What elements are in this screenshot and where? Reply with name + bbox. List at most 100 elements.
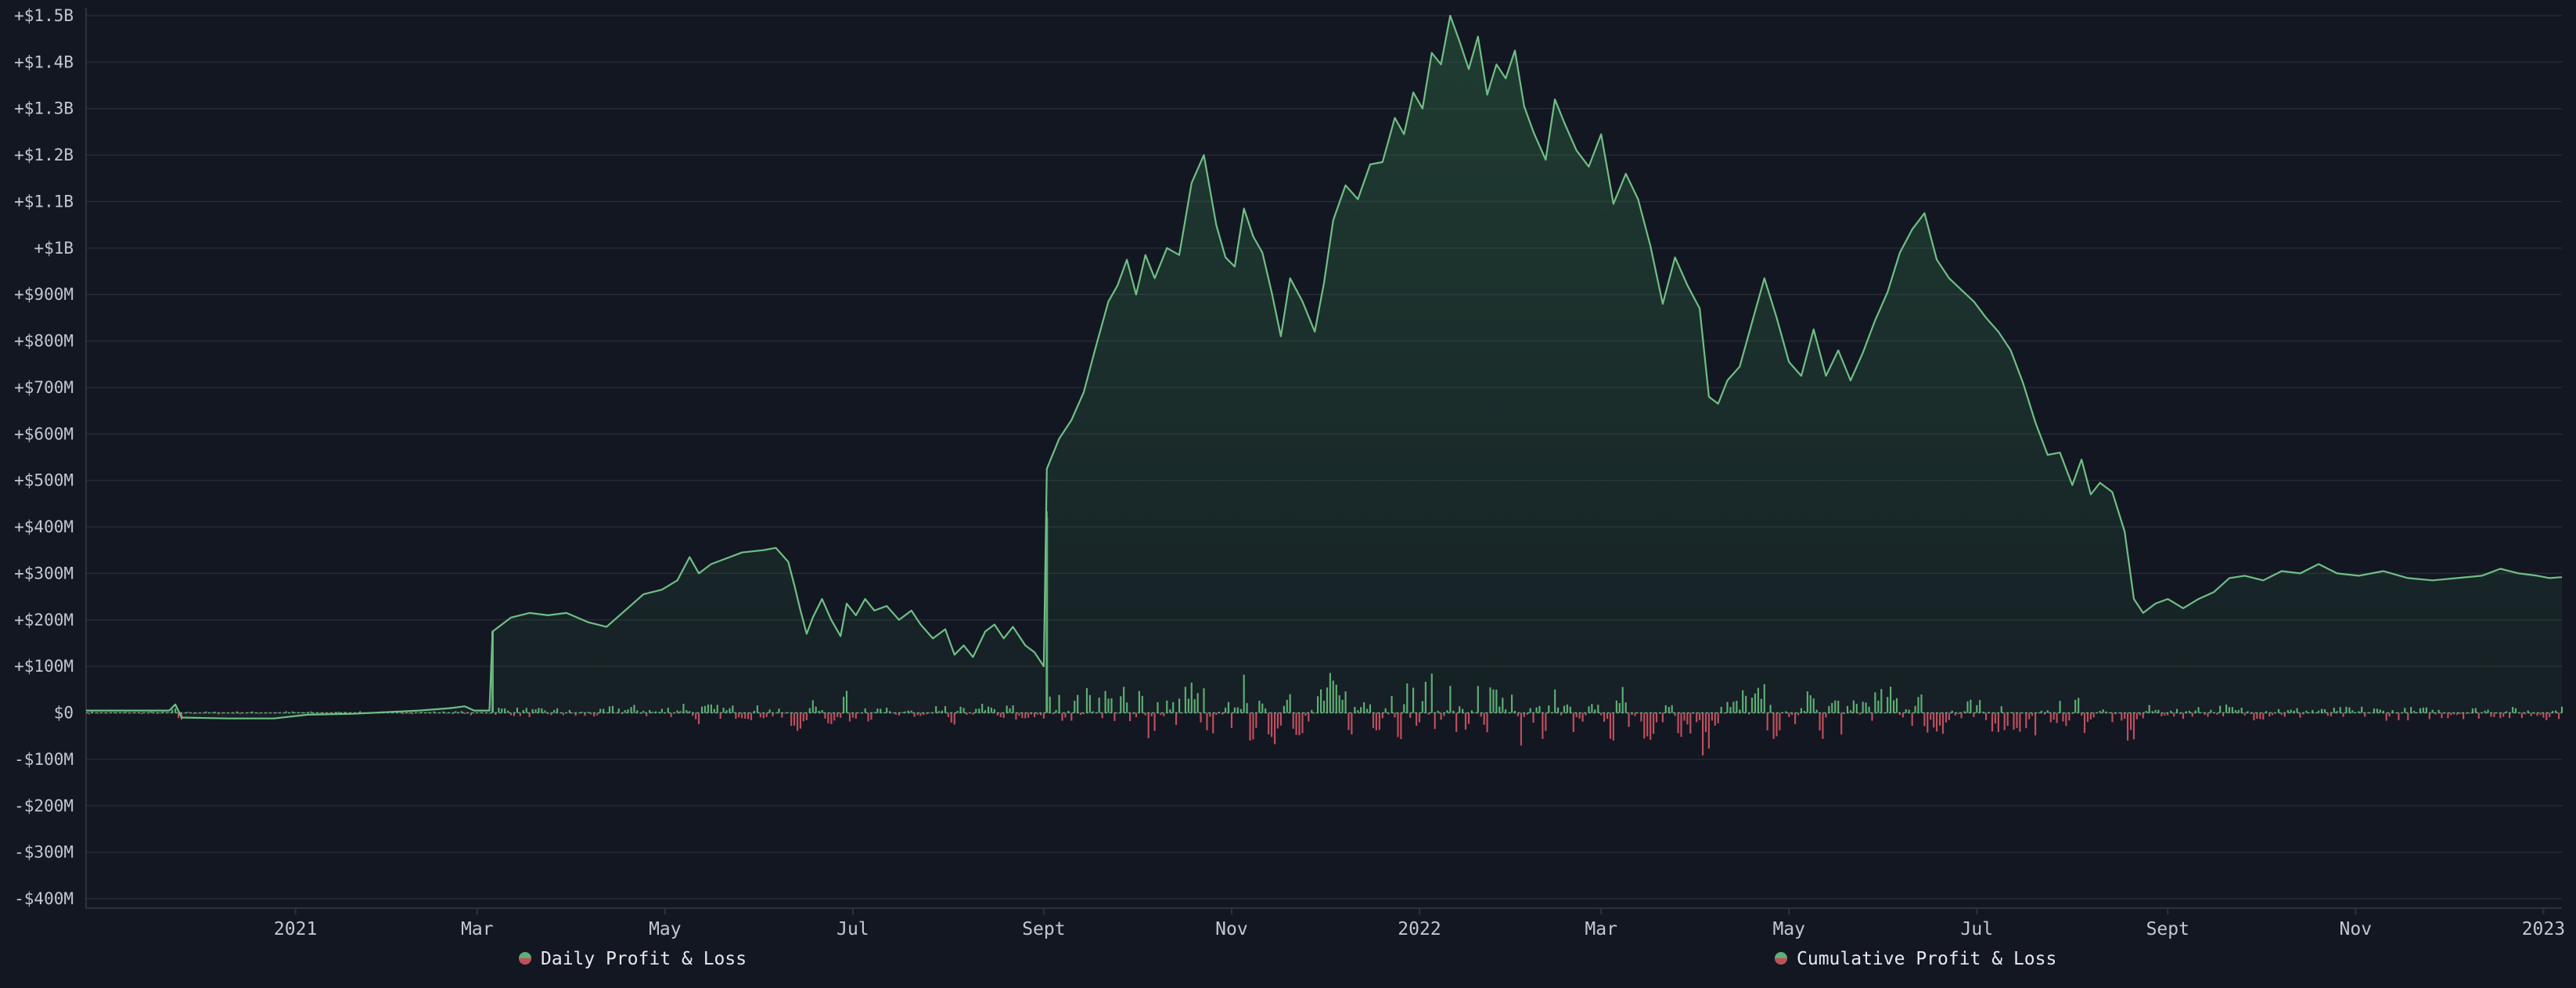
daily-bar	[2391, 710, 2394, 713]
daily-bar	[2361, 706, 2363, 713]
daily-bar	[1911, 712, 1913, 727]
daily-bar	[707, 704, 710, 713]
daily-bar	[267, 712, 269, 714]
daily-bar	[1970, 699, 1972, 713]
daily-bar	[1391, 696, 1393, 713]
daily-bar	[1200, 712, 1202, 723]
daily-bar	[2216, 712, 2218, 715]
x-tick-label: Sept	[1022, 919, 1065, 939]
daily-bar	[633, 705, 635, 713]
daily-bar	[670, 712, 672, 717]
x-tick-label: Jul	[1961, 919, 1994, 939]
daily-bar	[599, 709, 602, 713]
daily-bar	[1963, 711, 1966, 713]
daily-bar	[935, 706, 937, 713]
daily-bar	[679, 711, 682, 713]
daily-bar	[464, 712, 466, 714]
daily-bar	[436, 712, 438, 714]
daily-bar	[703, 705, 707, 713]
daily-bar	[889, 711, 891, 713]
daily-bar	[1785, 711, 1787, 713]
daily-bar	[2167, 712, 2169, 716]
daily-bar	[836, 712, 839, 717]
daily-bar	[1794, 712, 1797, 724]
daily-bar	[1618, 703, 1621, 713]
x-tick-label: 2021	[274, 919, 317, 939]
daily-bar	[710, 704, 712, 713]
legend-label: Daily Profit & Loss	[541, 949, 747, 969]
daily-bar	[1322, 701, 1326, 713]
daily-bar	[2250, 712, 2252, 715]
daily-bar	[1110, 698, 1113, 713]
legend-label: Cumulative Profit & Loss	[1797, 949, 2056, 969]
daily-bar	[833, 712, 836, 721]
daily-bar	[692, 712, 694, 716]
daily-bar	[2013, 712, 2015, 730]
daily-bar	[1723, 712, 1725, 714]
daily-bar	[790, 712, 793, 727]
daily-bar	[1421, 701, 1423, 713]
daily-bar	[2496, 712, 2499, 714]
y-tick-label: +$300M	[14, 564, 74, 582]
daily-bar	[1387, 712, 1390, 715]
daily-bar	[2484, 710, 2486, 713]
daily-bar	[1131, 712, 1135, 715]
daily-bar	[461, 711, 463, 713]
daily-bar	[1831, 702, 1833, 713]
daily-bar	[1631, 712, 1633, 716]
daily-bar	[1187, 698, 1189, 713]
daily-bar	[608, 706, 611, 713]
daily-bar	[1819, 712, 1821, 731]
daily-bar	[2506, 711, 2508, 713]
daily-bar	[1239, 709, 1242, 713]
legend-item-daily: Daily Profit & Loss	[519, 949, 747, 969]
daily-bar	[2157, 709, 2160, 713]
daily-bar	[547, 712, 549, 715]
y-tick-label: +$200M	[14, 611, 74, 629]
daily-bar	[1760, 698, 1762, 713]
daily-bar	[1427, 712, 1430, 715]
daily-bar	[1449, 686, 1452, 713]
daily-bar	[886, 707, 888, 713]
daily-bar	[725, 710, 728, 713]
daily-bar	[1637, 712, 1639, 714]
daily-bar	[1714, 712, 1716, 726]
daily-bar	[1865, 702, 1867, 713]
daily-bar	[2037, 712, 2040, 714]
daily-bar	[1954, 712, 1956, 716]
daily-bar	[2062, 712, 2064, 722]
daily-bar	[2471, 708, 2473, 713]
daily-bar	[603, 709, 605, 713]
daily-bar	[556, 708, 559, 713]
daily-bar	[2428, 712, 2430, 719]
daily-bar	[1581, 712, 1584, 722]
daily-bar	[988, 706, 990, 713]
daily-bar	[319, 712, 322, 714]
daily-bar	[2006, 712, 2009, 727]
daily-bar	[528, 712, 531, 717]
daily-bar	[1742, 690, 1744, 713]
daily-bars	[86, 511, 2563, 755]
daily-bar	[2514, 708, 2517, 713]
daily-bar	[1206, 712, 1208, 730]
daily-bar	[2185, 711, 2187, 713]
daily-bar	[2296, 708, 2298, 713]
daily-bar	[1236, 707, 1239, 713]
daily-bar	[2425, 707, 2427, 713]
cumulative-area-fill	[86, 16, 2562, 719]
daily-bar	[1923, 712, 1926, 727]
daily-bar	[525, 708, 527, 713]
daily-bar	[1887, 697, 1889, 713]
daily-bar	[1492, 689, 1495, 713]
daily-bar	[221, 712, 223, 714]
daily-bar	[805, 712, 808, 720]
daily-bar	[1615, 700, 1617, 713]
daily-bar	[513, 712, 516, 716]
daily-bar	[1209, 712, 1211, 717]
daily-bar	[408, 712, 411, 714]
daily-bar	[562, 712, 565, 716]
daily-bar	[2200, 712, 2203, 713]
daily-bar	[972, 712, 974, 715]
daily-bar	[606, 712, 608, 713]
